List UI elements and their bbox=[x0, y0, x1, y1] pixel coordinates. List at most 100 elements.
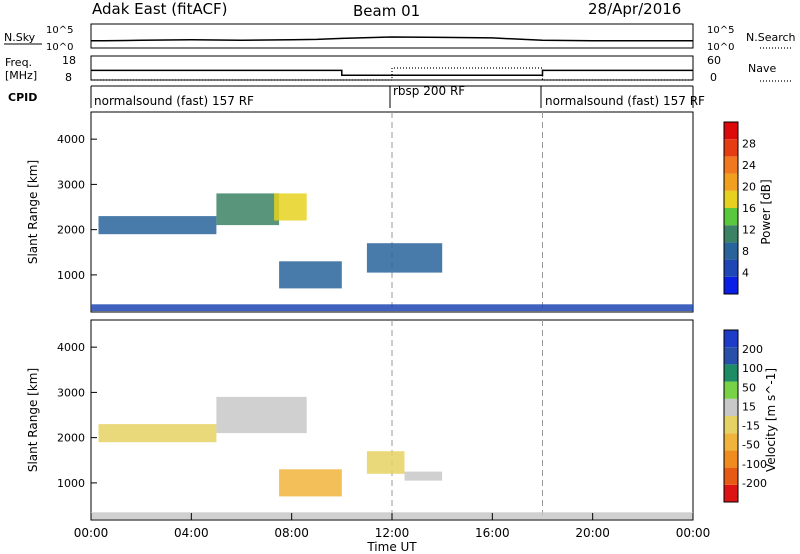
velocity-colorbar-segment-2 bbox=[724, 467, 738, 485]
ytick-label-2: 2000 bbox=[57, 224, 85, 237]
velocity-colorbar-tick-2: -100 bbox=[742, 458, 767, 471]
freq-right-bottom-tick: 0 bbox=[710, 71, 717, 84]
nsky-line bbox=[91, 36, 693, 42]
power-colorbar-segment-10 bbox=[724, 122, 738, 140]
power-colorbar: 4 8 12 16 20 24 28 bbox=[723, 121, 756, 295]
velocity-colorbar-tick-7: 100 bbox=[742, 362, 763, 375]
power-colorbar-tick-7: 28 bbox=[742, 138, 756, 151]
velocity-colorbar-tick-4: -15 bbox=[742, 420, 760, 433]
ytick-label-4: 4000 bbox=[57, 133, 85, 146]
cpid-segment-2: rbsp 200 RF bbox=[393, 84, 465, 98]
velocity-echo-region-3 bbox=[279, 469, 342, 497]
velocity-colorbar-segment-10 bbox=[724, 330, 738, 348]
noise-series bbox=[91, 36, 693, 42]
power-echo-region-3 bbox=[274, 193, 307, 221]
power-ticks: 1000 2000 3000 4000 bbox=[57, 133, 97, 282]
velocity-colorbar-tick-6: 50 bbox=[742, 381, 756, 394]
velocity-colorbar-segment-1 bbox=[724, 484, 738, 502]
power-colorbar-tick-2: 8 bbox=[742, 245, 749, 258]
nsearch-label: N.Search bbox=[746, 31, 796, 44]
ytick-label-1: 1000 bbox=[57, 269, 85, 282]
ytick-label-1: 1000 bbox=[57, 477, 85, 490]
power-panel: 1000 2000 3000 4000 Slant Range [km] bbox=[26, 111, 694, 313]
cpid-label: CPID bbox=[8, 91, 37, 104]
power-echo-region-2 bbox=[216, 193, 280, 226]
ytick-label-4: 4000 bbox=[57, 341, 85, 354]
station-title: Adak East (fitACF) bbox=[92, 0, 227, 18]
velocity-colorbar-tick-3: -50 bbox=[742, 439, 760, 452]
velocity-colorbar-segment-7 bbox=[724, 381, 738, 399]
freq-left-bottom-tick: 8 bbox=[65, 71, 72, 84]
power-echo-region-5 bbox=[366, 243, 443, 273]
noise-left-bottom-tick: 10^0 bbox=[46, 42, 73, 53]
power-colorbar-segment-3 bbox=[724, 242, 738, 260]
velocity-ticks: 1000 2000 3000 4000 bbox=[57, 341, 97, 490]
power-ylabel: Slant Range [km] bbox=[26, 160, 40, 264]
freq-panel: Freq. [MHz] 18 8 60 0 Nave bbox=[5, 54, 792, 84]
ytick-label-2: 2000 bbox=[57, 432, 85, 445]
cpid-segment-1: normalsound (fast) 157 RF bbox=[94, 94, 254, 108]
xtick-label-1: 00:00 bbox=[74, 526, 109, 540]
velocity-panel: 1000 2000 3000 4000 Slant Range [km] bbox=[26, 319, 694, 521]
velocity-colorbar-segment-9 bbox=[724, 347, 738, 365]
ytick-label-3: 3000 bbox=[57, 386, 85, 399]
noise-right-bottom-tick: 10^0 bbox=[707, 42, 734, 53]
power-colorbar-segment-1 bbox=[724, 276, 738, 294]
noise-left-top-tick: 10^5 bbox=[46, 25, 73, 36]
power-echo-region-1 bbox=[98, 216, 217, 235]
power-colorbar-segment-2 bbox=[724, 259, 738, 277]
velocity-colorbar-tick-8: 200 bbox=[742, 343, 763, 356]
velocity-colorbar-segment-4 bbox=[724, 433, 738, 451]
nsky-label: N.Sky bbox=[4, 31, 36, 44]
velocity-colorbar: -200 -100 -50 -15 15 50 100 200 bbox=[723, 329, 767, 503]
power-colorbar-segment-4 bbox=[724, 225, 738, 243]
xtick-label-6: 20:00 bbox=[575, 526, 610, 540]
freq-left-top-tick: 18 bbox=[62, 54, 76, 67]
velocity-ylabel: Slant Range [km] bbox=[26, 368, 40, 472]
velocity-colorbar-segment-3 bbox=[724, 450, 738, 468]
velocity-colorbar-frame bbox=[723, 329, 739, 503]
freq-label-line2: [MHz] bbox=[5, 69, 37, 82]
velocity-colorbar-label: Velocity [m s^-1] bbox=[764, 368, 778, 472]
velocity-echo-region-5 bbox=[404, 471, 443, 481]
date-title: 28/Apr/2016 bbox=[588, 0, 681, 18]
power-colorbar-tick-3: 12 bbox=[742, 224, 756, 237]
cpid-segment-3: normalsound (fast) 157 RF bbox=[545, 94, 705, 108]
cpid-band: CPID normalsound (fast) 157 RF rbsp 200 … bbox=[8, 84, 705, 108]
x-axis-title: Time UT bbox=[366, 540, 417, 554]
velocity-echo-region-1 bbox=[98, 424, 217, 443]
power-colorbar-tick-1: 4 bbox=[742, 267, 749, 280]
power-colorbar-tick-4: 16 bbox=[742, 202, 756, 215]
velocity-data bbox=[91, 320, 693, 520]
velocity-colorbar-tick-1: -200 bbox=[742, 477, 767, 490]
power-colorbar-frame bbox=[723, 121, 739, 295]
beam-title: Beam 01 bbox=[353, 2, 420, 20]
velocity-colorbar-segment-6 bbox=[724, 398, 738, 416]
power-data bbox=[91, 112, 693, 312]
noise-panel: N.Sky 10^5 10^0 10^5 10^0 N.Search bbox=[4, 23, 796, 53]
freq-label-line1: Freq. bbox=[5, 56, 32, 69]
xtick-label-2: 04:00 bbox=[174, 526, 209, 540]
velocity-colorbar-segment-8 bbox=[724, 364, 738, 382]
power-colorbar-tick-5: 20 bbox=[742, 181, 756, 194]
power-echo-region-6 bbox=[91, 304, 693, 312]
freq-series bbox=[91, 67, 693, 81]
xtick-label-3: 08:00 bbox=[274, 526, 309, 540]
noise-right-top-tick: 10^5 bbox=[707, 25, 734, 36]
power-colorbar-segment-5 bbox=[724, 208, 738, 226]
xtick-label-5: 16:00 bbox=[475, 526, 510, 540]
power-colorbar-segment-6 bbox=[724, 190, 738, 208]
nave-label: Nave bbox=[748, 62, 776, 75]
power-colorbar-segment-8 bbox=[724, 156, 738, 174]
time-axis: 00:00 04:00 08:00 12:00 16:00 20:00 00:00 bbox=[74, 513, 710, 540]
power-colorbar-segment-9 bbox=[724, 139, 738, 157]
velocity-colorbar-segment-5 bbox=[724, 416, 738, 434]
velocity-echo-region-2 bbox=[216, 396, 307, 434]
power-echo-region-4 bbox=[279, 261, 342, 289]
freq-right-top-tick: 60 bbox=[707, 54, 721, 67]
velocity-colorbar-tick-5: 15 bbox=[742, 400, 756, 413]
velocity-echo-region-4 bbox=[366, 451, 405, 474]
power-colorbar-label: Power [dB] bbox=[759, 179, 773, 244]
power-colorbar-tick-6: 24 bbox=[742, 159, 756, 172]
